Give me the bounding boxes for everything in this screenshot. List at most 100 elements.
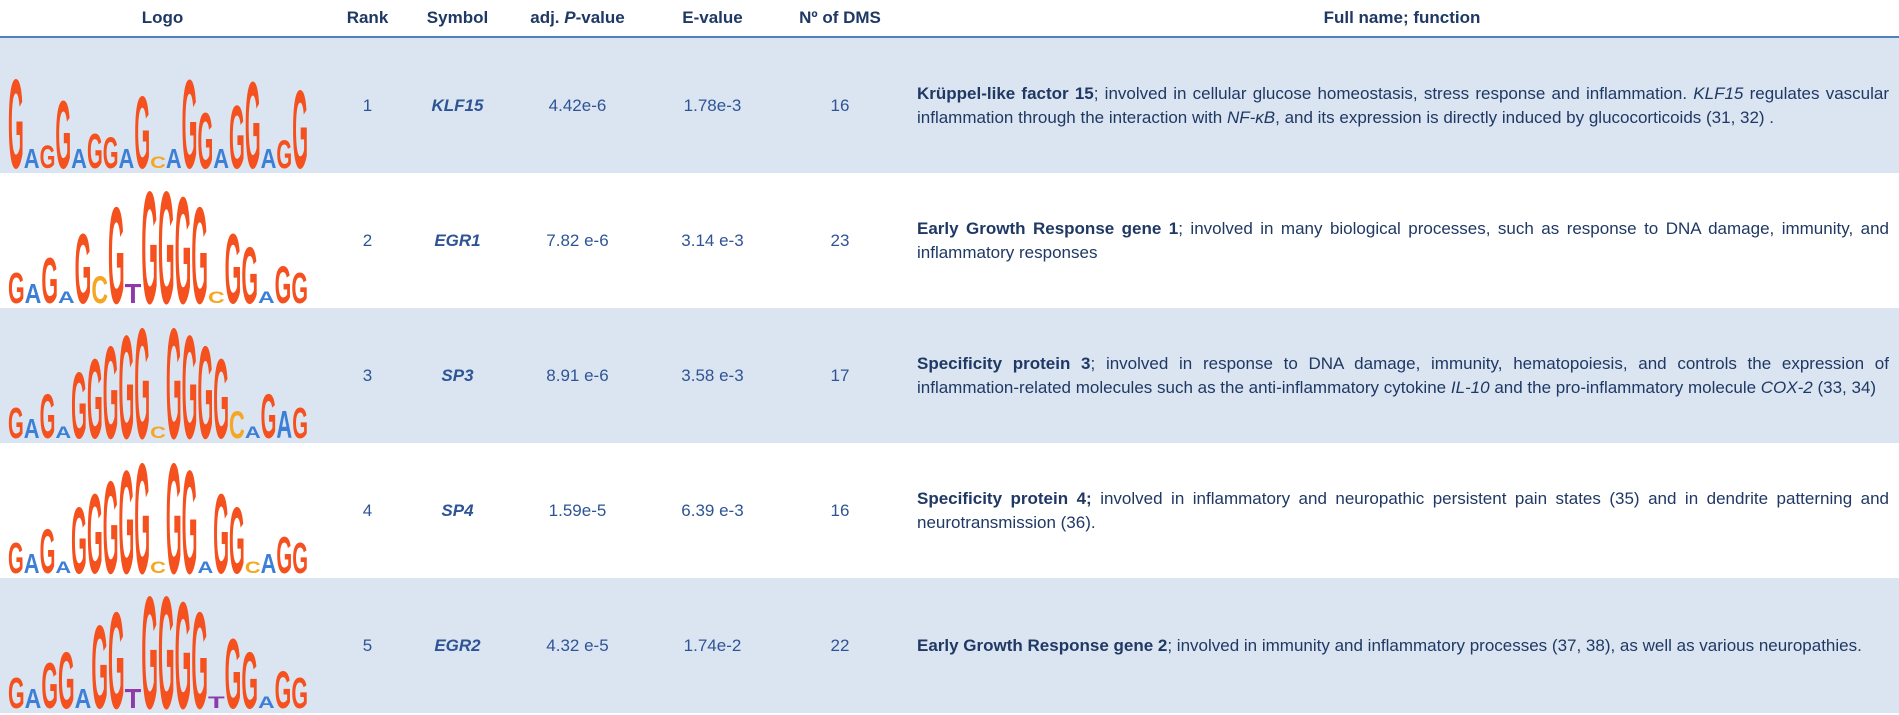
e-value-cell: 3.14 e-3 — [650, 173, 775, 308]
e-value-cell: 1.74e-2 — [650, 578, 775, 713]
logo-letter: A — [55, 557, 71, 576]
logo-letter: A — [258, 287, 275, 306]
logo-letter: G — [175, 175, 192, 307]
logo-letter: G — [225, 619, 242, 712]
logo-letter: G — [225, 214, 242, 307]
function-cell: Early Growth Response gene 1; involved i… — [905, 173, 1899, 308]
logo-letter: A — [25, 683, 42, 711]
text-run: ; involved in immunity and inflammatory … — [1167, 636, 1862, 655]
text-run: KLF15 — [1693, 84, 1743, 103]
logo-letter: G — [41, 651, 58, 712]
dms-cell: 23 — [775, 173, 905, 308]
logo-letter: G — [229, 487, 245, 577]
symbol-cell: EGR2 — [410, 578, 505, 713]
logo-letter: G — [229, 86, 245, 171]
logo-letter: G — [213, 471, 229, 577]
logo-letter: G — [292, 534, 308, 577]
logo-letter: G — [87, 336, 103, 442]
logo-letter: G — [119, 310, 135, 442]
logo-letter: A — [261, 548, 277, 576]
logo-letter: G — [291, 264, 308, 307]
text-run: ; involved in cellular glucose homeostas… — [1094, 84, 1694, 103]
logo-letter: A — [75, 683, 92, 711]
logo-letter: G — [292, 399, 308, 442]
rank-cell: 5 — [325, 578, 410, 713]
text-run: (33, 34) — [1813, 378, 1876, 397]
logo-letter: A — [245, 422, 261, 441]
logo-letter: G — [197, 319, 213, 442]
logo-letter: A — [213, 143, 229, 171]
logo-letter: G — [291, 669, 308, 712]
symbol-cell: EGR1 — [410, 173, 505, 308]
logo-letter: G — [103, 454, 119, 577]
logo-letter: G — [134, 74, 150, 171]
logo-letter: G — [71, 487, 87, 577]
column-header: Logo — [0, 0, 325, 37]
logo-letter: C — [150, 422, 166, 441]
text-run: Early Growth Response gene 2 — [917, 636, 1167, 655]
logo-letter: G — [141, 175, 158, 307]
logo-letter: C — [150, 557, 166, 576]
text-run: P — [564, 8, 575, 27]
column-header: E-value — [650, 0, 775, 37]
logo-letter: G — [8, 264, 25, 307]
logo-letter: G — [103, 129, 119, 172]
function-cell: Krüppel-like factor 15; involved in cell… — [905, 37, 1899, 173]
logo-letter: G — [103, 319, 119, 442]
column-header: Rank — [325, 0, 410, 37]
dms-cell: 22 — [775, 578, 905, 713]
logo-letter: A — [166, 143, 182, 171]
column-header: adj. P-value — [505, 0, 650, 37]
adj-p-cell: 8.91 e-6 — [505, 308, 650, 443]
logo-letter: G — [292, 67, 308, 171]
function-cell: Early Growth Response gene 2; involved i… — [905, 578, 1899, 713]
page: LogoRankSymboladj. P-valueE-valueNº of D… — [0, 0, 1899, 715]
logo-letter: G — [276, 132, 292, 171]
text-run: NF-κB — [1227, 108, 1275, 127]
dms-cell: 16 — [775, 37, 905, 173]
logo-letter: G — [158, 175, 175, 307]
header-row: LogoRankSymboladj. P-valueE-valueNº of D… — [0, 0, 1899, 37]
logo-letter: G — [40, 139, 56, 172]
symbol-cell: SP4 — [410, 443, 505, 578]
text-run: Krüppel-like factor 15 — [917, 84, 1094, 103]
logo-letter: G — [75, 214, 92, 307]
logo-letter: G — [8, 399, 24, 442]
logo-letter: G — [275, 256, 292, 306]
logo-letter: G — [166, 310, 182, 442]
logo-letter: G — [119, 445, 135, 577]
logo-letter: G — [191, 583, 208, 712]
logo-letter: T — [208, 692, 226, 711]
logo-letter: G — [245, 56, 261, 172]
text-run: , and its expression is directly induced… — [1275, 108, 1774, 127]
logo-letter: A — [261, 143, 277, 171]
logo-letter: G — [158, 580, 175, 712]
text-run: Specificity protein 3 — [917, 354, 1091, 373]
column-header: Symbol — [410, 0, 505, 37]
logo-letter: C — [229, 402, 245, 441]
logo-letter: G — [91, 601, 108, 711]
rank-cell: 3 — [325, 308, 410, 443]
logo-letter: G — [87, 124, 103, 171]
logo-letter: G — [8, 669, 25, 712]
adj-p-cell: 4.42e-6 — [505, 37, 650, 173]
logo-letter: G — [40, 516, 56, 577]
adj-p-cell: 1.59e-5 — [505, 443, 650, 578]
function-cell: Specificity protein 4; involved in infla… — [905, 443, 1899, 578]
logo-letter: C — [208, 287, 225, 306]
dms-cell: 17 — [775, 308, 905, 443]
text-run: Specificity protein 4; — [917, 489, 1092, 508]
logo-letter: C — [150, 152, 166, 171]
text-run: Early Growth Response gene 1 — [917, 219, 1178, 238]
sequence-logo: GAGGAGGTGGGGTGGAGG — [0, 580, 320, 712]
logo-letter: A — [58, 287, 75, 306]
logo-letter: T — [125, 683, 142, 711]
text-run: adj. — [530, 8, 564, 27]
